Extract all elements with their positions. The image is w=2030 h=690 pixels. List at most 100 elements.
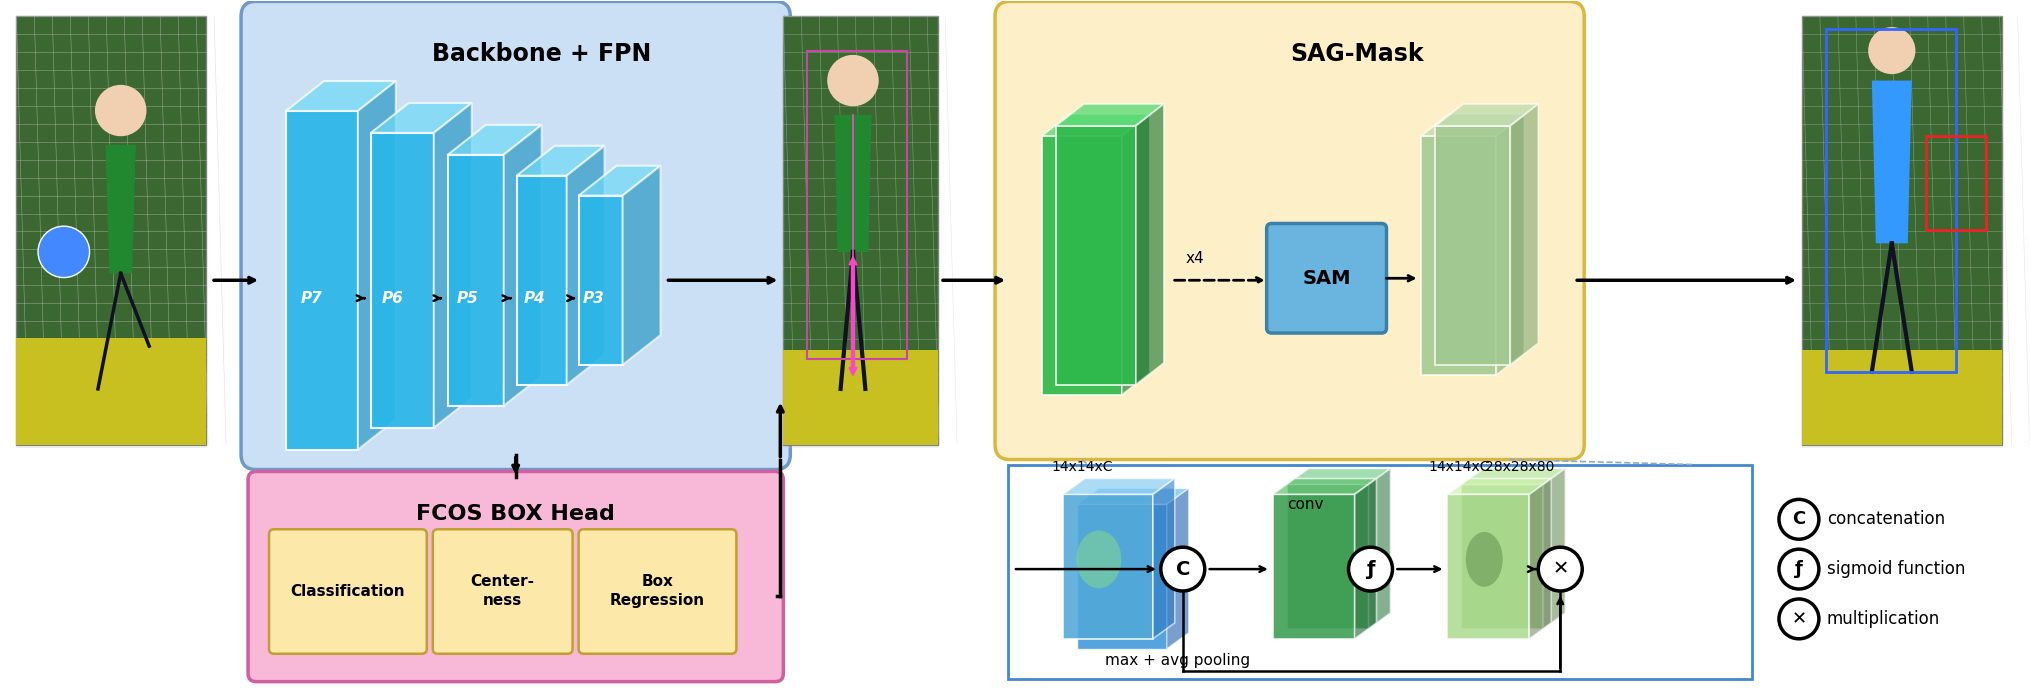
Polygon shape: [1872, 81, 1910, 244]
FancyBboxPatch shape: [1801, 17, 2002, 444]
FancyBboxPatch shape: [16, 337, 205, 444]
FancyBboxPatch shape: [16, 17, 205, 444]
Polygon shape: [1056, 126, 1135, 385]
Text: sigmoid function: sigmoid function: [1827, 560, 1965, 578]
Text: 14x14xC: 14x14xC: [1052, 460, 1112, 473]
Polygon shape: [1062, 495, 1153, 639]
Polygon shape: [447, 155, 503, 406]
Circle shape: [1537, 547, 1581, 591]
Text: concatenation: concatenation: [1827, 511, 1945, 529]
Text: P5: P5: [457, 290, 477, 306]
Circle shape: [39, 226, 89, 277]
Text: P4: P4: [524, 290, 544, 306]
Polygon shape: [1510, 104, 1537, 365]
Polygon shape: [1153, 478, 1173, 639]
Polygon shape: [434, 103, 471, 428]
Text: x4: x4: [1186, 251, 1204, 266]
Circle shape: [1868, 27, 1914, 74]
FancyBboxPatch shape: [248, 471, 784, 682]
FancyBboxPatch shape: [784, 351, 938, 444]
FancyBboxPatch shape: [432, 529, 572, 653]
Text: conv: conv: [1287, 497, 1324, 512]
Polygon shape: [371, 133, 434, 428]
Polygon shape: [286, 81, 396, 111]
Polygon shape: [106, 145, 136, 273]
FancyArrow shape: [849, 316, 857, 375]
Polygon shape: [1435, 126, 1510, 365]
Polygon shape: [1165, 489, 1188, 649]
Polygon shape: [1273, 478, 1376, 495]
Polygon shape: [834, 115, 871, 252]
Polygon shape: [286, 111, 357, 450]
FancyBboxPatch shape: [579, 529, 737, 653]
Text: P7: P7: [300, 290, 323, 306]
Polygon shape: [623, 166, 660, 365]
Polygon shape: [1435, 104, 1537, 126]
FancyArrow shape: [849, 257, 857, 316]
Text: Backbone + FPN: Backbone + FPN: [432, 42, 652, 66]
FancyBboxPatch shape: [995, 1, 1583, 460]
Polygon shape: [1447, 478, 1551, 495]
Polygon shape: [1135, 104, 1163, 385]
Polygon shape: [1056, 104, 1163, 126]
Polygon shape: [1421, 114, 1525, 136]
Polygon shape: [1447, 495, 1529, 639]
Polygon shape: [1543, 469, 1565, 629]
Text: multiplication: multiplication: [1827, 610, 1939, 628]
Polygon shape: [1496, 114, 1525, 375]
Polygon shape: [566, 146, 605, 385]
Polygon shape: [1285, 469, 1391, 484]
Text: max + avg pooling: max + avg pooling: [1104, 653, 1250, 668]
Polygon shape: [1368, 469, 1391, 629]
Polygon shape: [357, 81, 396, 450]
FancyBboxPatch shape: [784, 17, 938, 444]
Text: C: C: [1790, 511, 1805, 529]
Polygon shape: [1462, 469, 1565, 484]
FancyBboxPatch shape: [1007, 464, 1752, 679]
Circle shape: [1778, 549, 1819, 589]
Polygon shape: [447, 125, 542, 155]
Text: P6: P6: [382, 290, 404, 306]
Circle shape: [1778, 599, 1819, 639]
Polygon shape: [1121, 114, 1149, 395]
Circle shape: [95, 85, 146, 136]
Polygon shape: [371, 103, 471, 133]
Polygon shape: [1285, 484, 1368, 629]
Circle shape: [826, 55, 879, 106]
Polygon shape: [1076, 504, 1165, 649]
Text: SAM: SAM: [1301, 269, 1350, 288]
Circle shape: [1161, 547, 1204, 591]
Polygon shape: [516, 146, 605, 176]
Text: FCOS BOX Head: FCOS BOX Head: [416, 504, 615, 524]
Circle shape: [1778, 500, 1819, 539]
Text: SAG-Mask: SAG-Mask: [1289, 42, 1423, 66]
Polygon shape: [1076, 489, 1188, 504]
Text: Center-
ness: Center- ness: [471, 573, 534, 609]
FancyBboxPatch shape: [268, 529, 426, 653]
Polygon shape: [1273, 495, 1354, 639]
FancyBboxPatch shape: [1267, 224, 1386, 333]
Polygon shape: [503, 125, 542, 406]
Text: Box
Regression: Box Regression: [609, 573, 704, 609]
Polygon shape: [1041, 114, 1149, 136]
Circle shape: [1348, 547, 1393, 591]
Text: Classification: Classification: [290, 584, 406, 598]
FancyBboxPatch shape: [242, 1, 790, 469]
Text: 14x14xC: 14x14xC: [1427, 460, 1490, 473]
Text: ✕: ✕: [1790, 610, 1805, 628]
FancyBboxPatch shape: [1801, 351, 2002, 444]
Polygon shape: [579, 195, 623, 365]
Polygon shape: [1354, 478, 1376, 639]
Polygon shape: [1421, 136, 1496, 375]
Text: ✕: ✕: [1551, 560, 1567, 579]
Polygon shape: [516, 176, 566, 385]
Polygon shape: [1529, 478, 1551, 639]
Text: 28x28x80: 28x28x80: [1484, 460, 1553, 473]
Polygon shape: [579, 166, 660, 195]
Polygon shape: [1041, 136, 1121, 395]
Polygon shape: [1062, 478, 1173, 495]
Ellipse shape: [1466, 532, 1502, 586]
Polygon shape: [1462, 484, 1543, 629]
Text: ƒ: ƒ: [1795, 560, 1803, 578]
Ellipse shape: [1076, 531, 1121, 589]
